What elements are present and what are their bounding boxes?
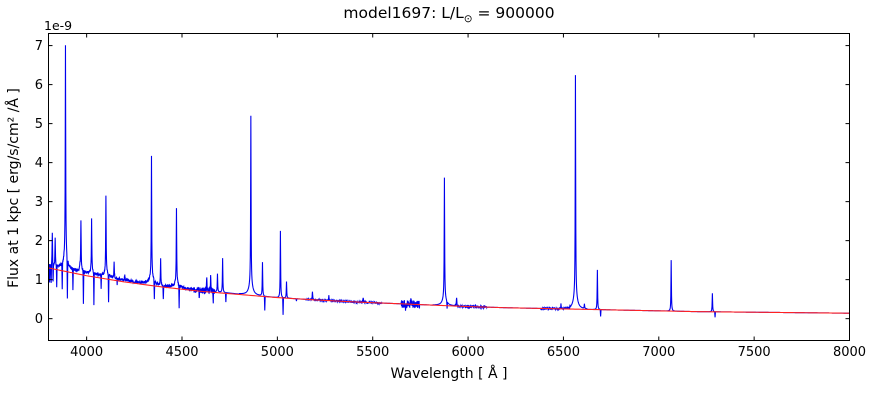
x-tick-label: 5500 xyxy=(356,345,389,360)
y-tick-label: 1 xyxy=(35,273,43,288)
sun-symbol: ⊙ xyxy=(463,13,473,25)
x-tick-label: 6000 xyxy=(452,345,485,360)
x-tick-label: 7000 xyxy=(642,345,675,360)
x-tick-label: 5000 xyxy=(261,345,294,360)
x-tick-label: 4000 xyxy=(70,345,103,360)
x-tick-label: 7500 xyxy=(738,345,771,360)
x-tick-label: 6500 xyxy=(547,345,580,360)
chart-title-text: model1697: L/L xyxy=(343,4,464,22)
x-tick-label: 8000 xyxy=(833,345,866,360)
y-tick-label: 6 xyxy=(35,78,43,93)
y-tick-label: 4 xyxy=(35,156,43,171)
chart-title-suffix: = 900000 xyxy=(472,4,555,22)
y-tick-label: 5 xyxy=(35,117,43,132)
y-tick-label: 7 xyxy=(35,39,43,54)
y-axis-offset-label: 1e-9 xyxy=(44,18,73,33)
x-tick-labels: 4000 4500 5000 5500 6000 6500 7000 7500 8000 xyxy=(70,345,866,360)
axis-ticks xyxy=(48,33,850,341)
chart-title: model1697: L/L⊙ = 900000 xyxy=(0,4,880,25)
y-tick-label: 0 xyxy=(35,312,43,327)
x-tick-label: 4500 xyxy=(165,345,198,360)
y-axis-label: Flux at 1 kpc [ erg/s/cm² /Å ] xyxy=(6,88,22,288)
axes-frame xyxy=(48,33,850,341)
y-tick-label: 2 xyxy=(35,234,43,249)
continuum-line xyxy=(48,267,850,314)
x-axis-label: Wavelength [ Å ] xyxy=(390,366,508,382)
spectrum-line xyxy=(48,45,850,318)
y-tick-labels: 0 1 2 3 4 5 6 7 xyxy=(35,39,43,327)
y-tick-label: 3 xyxy=(35,195,43,210)
